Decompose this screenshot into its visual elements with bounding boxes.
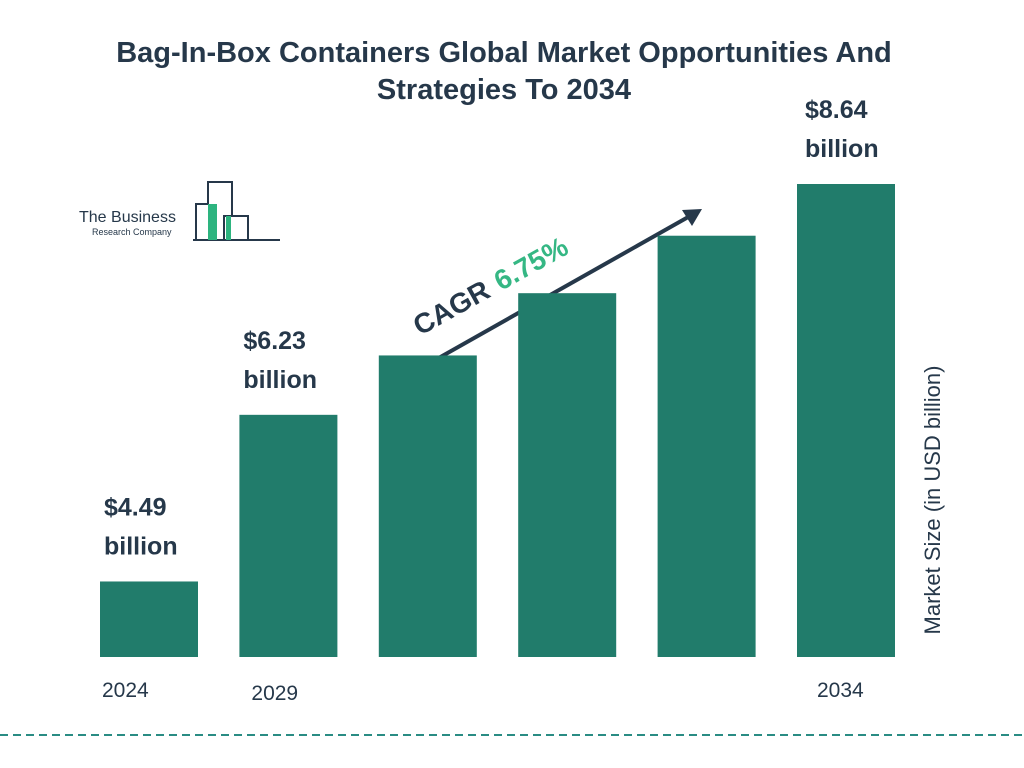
bar xyxy=(100,581,198,657)
logo-name: The Business xyxy=(79,209,176,226)
x-tick-label: 2034 xyxy=(817,679,864,702)
bar xyxy=(518,293,617,657)
logo: The Business Research Company xyxy=(79,181,280,241)
chart-title: Bag-In-Box Containers Global Market Oppo… xyxy=(116,37,892,106)
cagr-value: 6.75% xyxy=(489,231,574,297)
x-tick-label: 2029 xyxy=(251,682,298,705)
value-label: $6.23 billion xyxy=(243,327,317,394)
bar xyxy=(239,414,338,657)
bar xyxy=(378,355,477,657)
bar xyxy=(657,235,756,657)
value-label: $4.49 billion xyxy=(104,493,178,560)
value-label: $8.64 billion xyxy=(805,96,879,163)
bar xyxy=(797,184,895,657)
cagr-label: CAGR xyxy=(408,274,495,341)
cagr-arrowhead xyxy=(682,209,702,226)
y-axis-label: Market Size (in USD billion) xyxy=(920,366,945,635)
logo-subname: Research Company xyxy=(92,227,172,237)
x-tick-label: 2024 xyxy=(102,679,149,702)
